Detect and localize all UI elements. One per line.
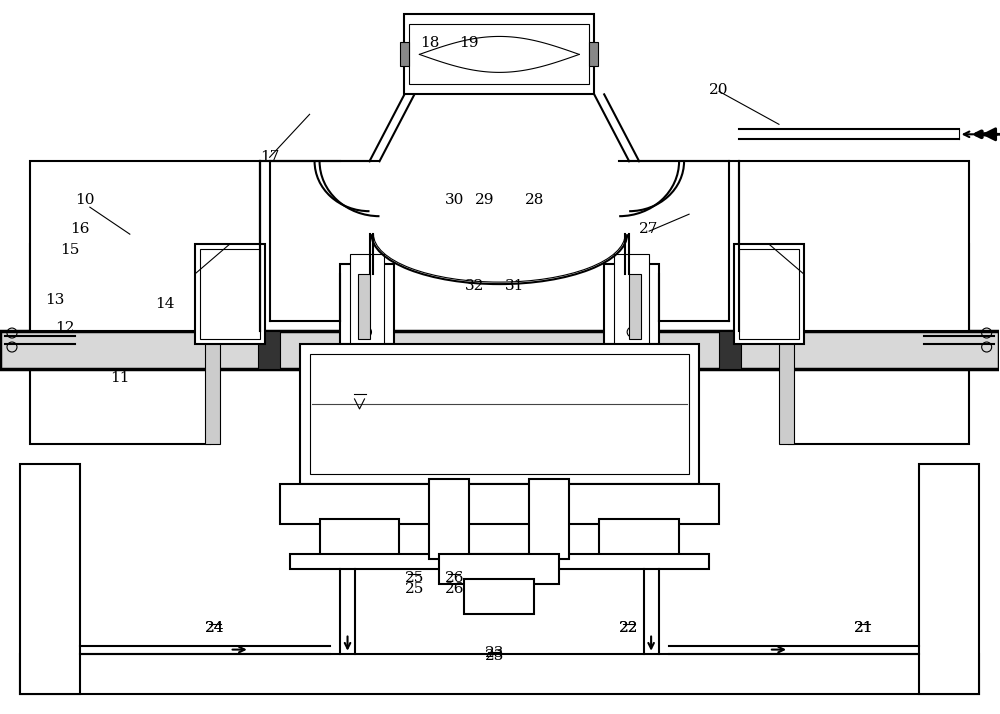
Text: 17: 17 xyxy=(260,151,279,164)
Text: 15: 15 xyxy=(60,243,80,257)
Text: 14: 14 xyxy=(155,296,175,311)
Bar xyxy=(310,354,689,474)
Bar xyxy=(464,579,534,613)
Bar xyxy=(529,479,569,559)
Text: 19: 19 xyxy=(460,36,479,50)
Bar xyxy=(30,244,210,444)
Text: 26: 26 xyxy=(445,571,464,585)
Bar xyxy=(589,42,598,66)
Bar xyxy=(919,464,979,693)
Bar xyxy=(429,479,469,559)
Bar xyxy=(779,344,794,444)
Bar xyxy=(20,464,80,693)
Bar xyxy=(30,161,260,331)
Text: 29: 29 xyxy=(475,193,494,207)
Bar xyxy=(320,519,399,559)
Bar xyxy=(599,519,679,559)
Bar xyxy=(300,344,699,484)
Bar xyxy=(350,254,384,354)
Bar xyxy=(404,14,594,94)
Bar xyxy=(400,42,409,66)
Text: 22: 22 xyxy=(619,621,639,635)
Bar xyxy=(258,331,280,369)
Bar xyxy=(205,344,220,444)
Bar xyxy=(739,161,969,331)
Text: 25: 25 xyxy=(405,571,424,585)
Text: 11: 11 xyxy=(110,371,130,386)
Bar xyxy=(20,653,979,693)
Text: 31: 31 xyxy=(505,278,524,293)
Text: 26: 26 xyxy=(445,582,464,595)
Text: 24: 24 xyxy=(205,621,224,635)
Bar xyxy=(629,274,641,339)
Bar xyxy=(358,274,370,339)
Text: 21: 21 xyxy=(854,621,874,635)
Text: 30: 30 xyxy=(445,193,464,207)
Bar xyxy=(614,254,649,354)
Text: 28: 28 xyxy=(525,193,544,207)
Bar xyxy=(734,244,804,344)
Text: 16: 16 xyxy=(70,221,90,236)
Bar xyxy=(290,554,709,569)
Bar xyxy=(719,331,741,369)
Text: 21: 21 xyxy=(854,621,874,635)
Text: 27: 27 xyxy=(639,221,659,236)
Text: 18: 18 xyxy=(420,36,439,50)
Text: 12: 12 xyxy=(55,321,75,336)
Bar xyxy=(0,331,999,369)
Text: 20: 20 xyxy=(709,83,729,96)
Text: 25: 25 xyxy=(405,582,424,595)
Bar xyxy=(340,264,394,344)
Bar xyxy=(200,249,260,339)
Bar xyxy=(789,244,969,444)
Text: 24: 24 xyxy=(205,621,224,635)
Bar xyxy=(739,249,799,339)
Text: 32: 32 xyxy=(465,278,484,293)
Bar xyxy=(280,484,719,524)
Text: 22: 22 xyxy=(619,621,639,635)
Bar xyxy=(409,24,589,84)
Bar xyxy=(439,554,559,583)
Text: 10: 10 xyxy=(75,193,95,207)
Bar xyxy=(604,264,659,344)
Bar xyxy=(195,244,265,344)
Text: 23: 23 xyxy=(485,646,504,660)
Text: 23: 23 xyxy=(485,649,504,663)
Text: 13: 13 xyxy=(45,293,65,307)
